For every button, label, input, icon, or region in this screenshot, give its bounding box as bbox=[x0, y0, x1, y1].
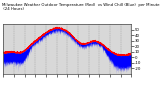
Text: Milwaukee Weather Outdoor Temperature (Red)  vs Wind Chill (Blue)  per Minute  (: Milwaukee Weather Outdoor Temperature (R… bbox=[2, 3, 159, 11]
